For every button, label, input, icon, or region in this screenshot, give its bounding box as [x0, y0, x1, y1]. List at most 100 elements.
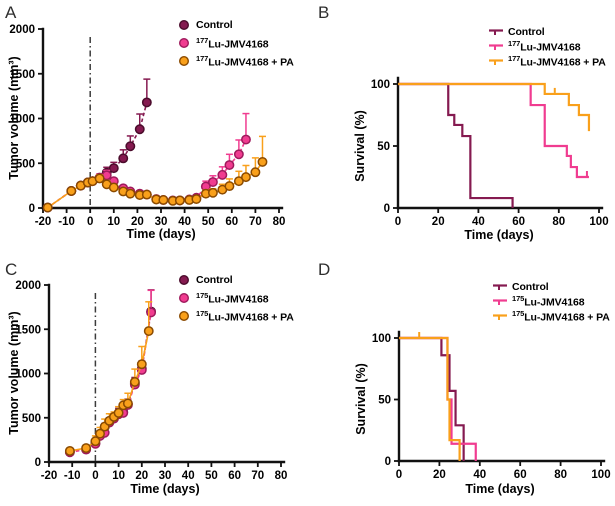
data-point [174, 195, 185, 206]
survival-curve [398, 82, 591, 132]
series-lu [64, 289, 157, 458]
svg-text:20: 20 [135, 470, 148, 482]
data-point [125, 188, 136, 199]
svg-text:1000: 1000 [9, 114, 35, 126]
svg-text:40: 40 [182, 470, 195, 482]
series-lupa [399, 332, 461, 461]
svg-text:-20: -20 [35, 216, 52, 228]
legend-item: Control [488, 24, 606, 39]
data-point [81, 443, 92, 453]
svg-text:1500: 1500 [15, 324, 41, 336]
svg-text:20: 20 [432, 216, 445, 228]
panel-a-letter: A [5, 3, 17, 22]
svg-text:-10: -10 [58, 216, 75, 228]
svg-text:50: 50 [377, 141, 390, 153]
data-point [136, 359, 147, 370]
data-point [122, 398, 133, 409]
panel-c-xaxis-title: Time (days) [130, 482, 200, 496]
legend-item: 177Lu-JMV4168 + PA [488, 54, 606, 69]
svg-text:100: 100 [371, 79, 390, 91]
legend-label: 177Lu-JMV4168 [508, 39, 581, 54]
svg-text:70: 70 [249, 216, 262, 228]
svg-text:10: 10 [107, 216, 120, 228]
data-point [95, 428, 105, 439]
legend-item: 175Lu-JMV4168 [492, 294, 610, 309]
data-point [250, 167, 261, 178]
svg-text:-10: -10 [64, 470, 81, 482]
axes: 0 20 40 60 80 100 0 50 100 [372, 330, 611, 481]
data-point [134, 124, 145, 135]
panel-a-plot: -20 -10 0 10 20 30 40 50 60 70 80 0 500 1000 1500 2000 [9, 24, 286, 228]
data-point [158, 194, 169, 205]
legend-dot-icon [178, 310, 190, 322]
series-lupa [64, 301, 154, 456]
svg-text:80: 80 [554, 469, 567, 481]
svg-text:0: 0 [395, 216, 401, 228]
panel-d-yaxis-title: Survival (%) [354, 363, 368, 435]
svg-text:0: 0 [385, 456, 391, 468]
data-point [141, 97, 152, 108]
panel-a-yaxis-title: Tumor volume (mm³) [7, 56, 21, 180]
panel-c-letter: C [5, 260, 18, 279]
legend-line-icon [493, 313, 507, 320]
survival-curve [398, 82, 514, 208]
data-point [108, 163, 119, 174]
svg-text:50: 50 [205, 470, 218, 482]
legend-line-icon [489, 43, 503, 50]
legend-label: 177Lu-JMV4168 [196, 35, 269, 51]
legend-label: 175Lu-JMV4168 + PA [196, 308, 294, 324]
legend-line-icon [489, 28, 503, 35]
data-point [224, 160, 235, 170]
panel-b: 0 20 40 60 80 100 0 50 100 B Survival (%) Time (… [308, 0, 615, 253]
svg-text:2000: 2000 [9, 24, 35, 36]
legend-label: 177Lu-JMV4168 + PA [196, 53, 294, 69]
data-point [42, 202, 53, 213]
legend-item: Control [176, 271, 294, 289]
legend-item: 175Lu-JMV4168 [176, 289, 294, 307]
svg-text:80: 80 [273, 216, 286, 228]
panel-c-legend: Control 175Lu-JMV4168 175Lu-JMV4168 + PA [176, 271, 294, 325]
data-point [125, 141, 136, 152]
data-point [233, 149, 244, 160]
legend-dot-icon [178, 55, 190, 67]
svg-text:0: 0 [35, 457, 41, 469]
svg-text:100: 100 [591, 469, 610, 481]
svg-text:-20: -20 [41, 470, 58, 482]
panel-a-legend: Control 177Lu-JMV4168 177Lu-JMV4168 + PA [176, 16, 294, 70]
svg-text:50: 50 [202, 216, 215, 228]
legend-line-icon [489, 58, 503, 65]
panel-d-xaxis-title: Time (days) [465, 482, 535, 496]
svg-text:0: 0 [87, 216, 93, 228]
data-point [94, 173, 105, 184]
svg-text:50: 50 [378, 395, 391, 407]
panel-b-letter: B [318, 3, 330, 22]
series-lu [398, 82, 589, 179]
svg-text:40: 40 [473, 469, 486, 481]
series-lupa [398, 82, 591, 132]
svg-text:0: 0 [384, 203, 390, 215]
series-control [399, 336, 465, 461]
panel-a-xaxis-title: Time (days) [126, 227, 196, 241]
svg-text:100: 100 [372, 333, 391, 345]
legend-line-icon [493, 298, 507, 305]
legend-label: 175Lu-JMV4168 [196, 290, 269, 306]
legend-item: 175Lu-JMV4168 + PA [176, 307, 294, 325]
svg-text:10: 10 [112, 470, 125, 482]
legend-label: Control [512, 280, 549, 293]
panel-c: -20 -10 0 10 20 30 40 50 60 70 80 0 500 1000 1500 2000 … [0, 253, 307, 506]
legend-item: 175Lu-JMV4168 + PA [492, 309, 610, 324]
svg-text:60: 60 [228, 470, 241, 482]
panel-c-yaxis-title: Tumor volume (mm³) [7, 311, 21, 435]
data-point [241, 172, 251, 183]
legend-dot-icon [178, 274, 190, 286]
legend-label: 175Lu-JMV4168 [512, 294, 585, 309]
data-point [257, 156, 268, 167]
data-point [143, 326, 154, 336]
svg-text:2000: 2000 [15, 280, 41, 292]
panel-d-plot: 0 20 40 60 80 100 0 50 100 [372, 330, 611, 481]
legend-dot-icon [178, 19, 190, 31]
svg-text:40: 40 [178, 216, 191, 228]
series-control [398, 82, 514, 208]
svg-text:1000: 1000 [15, 369, 41, 381]
